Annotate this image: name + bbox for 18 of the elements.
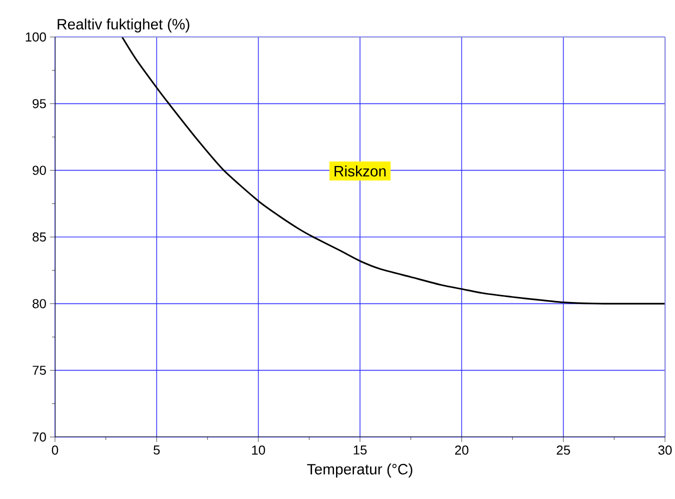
annotation: Riskzon: [334, 166, 386, 176]
y-axis-title: Realtiv fuktighet (%): [58, 18, 190, 32]
x-tick-label: 5: [154, 446, 160, 455]
y-tick-label: 75: [32, 366, 46, 375]
x-tick-label: 30: [658, 446, 672, 455]
y-tick-label: 70: [32, 432, 46, 442]
line-series: [121, 36, 666, 304]
x-tick-label: 15: [354, 446, 367, 455]
y-tick-label: 80: [32, 299, 46, 308]
y-tick-label: 95: [32, 99, 46, 108]
x-tick-label: 25: [556, 446, 570, 455]
x-tick-label: 20: [455, 446, 468, 455]
x-tick-label: 0: [52, 446, 58, 455]
x-axis-title: Temperatur (°C): [307, 464, 412, 478]
y-tick-label: 85: [32, 232, 46, 242]
y-tick-label: 90: [32, 166, 46, 175]
x-tick-label: 10: [252, 446, 266, 455]
y-tick-label: 100: [26, 32, 46, 42]
